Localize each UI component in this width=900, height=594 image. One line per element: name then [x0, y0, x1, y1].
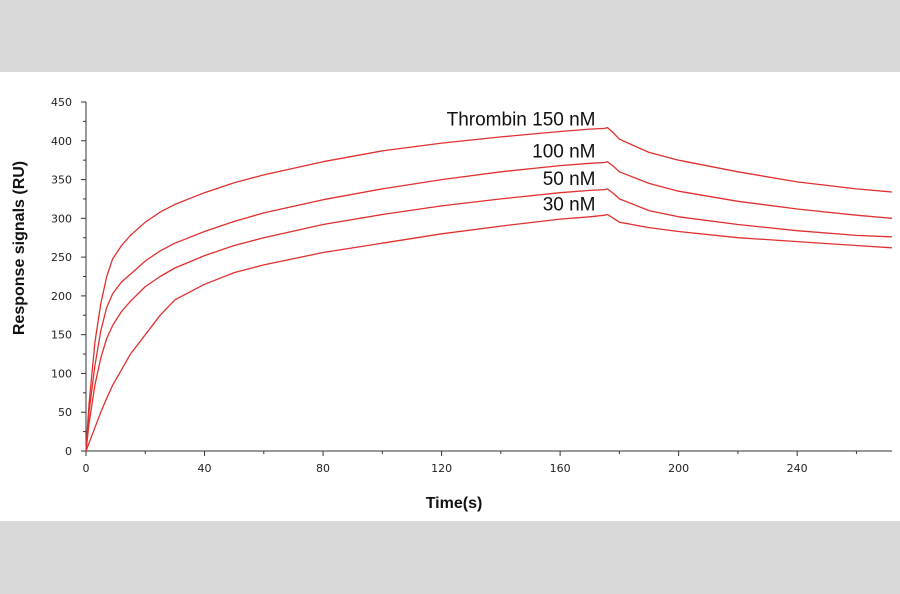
y-tick-label: 100	[51, 367, 72, 380]
x-tick-label: 200	[668, 462, 689, 475]
series-line-1	[85, 161, 893, 452]
y-tick-label: 450	[51, 96, 72, 109]
axes	[85, 102, 892, 452]
y-tick-label: 250	[51, 251, 72, 264]
y-tick-label: 50	[58, 406, 72, 419]
curve-labels: Thrombin 150 nM 100 nM 50 nM 30 nM	[447, 110, 596, 216]
series-label-1: 100 nM	[532, 142, 595, 163]
x-tick-label: 0	[83, 462, 90, 475]
chart-panel	[0, 72, 900, 521]
x-tick-label: 40	[198, 462, 212, 475]
x-axis-title: Time(s)	[426, 495, 483, 512]
x-tick-label: 120	[431, 462, 452, 475]
y-tick-label: 350	[51, 174, 72, 187]
series-label-3: 30 nM	[543, 194, 596, 215]
x-tick-label: 160	[550, 462, 571, 475]
y-tick-label: 300	[51, 212, 72, 225]
y-tick-label: 400	[51, 135, 72, 148]
x-tick-label: 240	[787, 462, 808, 475]
series-group	[85, 126, 893, 452]
series-line-3	[85, 213, 893, 452]
series-label-0: Thrombin 150 nM	[447, 110, 596, 131]
y-axis-title: Response signals (RU)	[11, 161, 28, 335]
series-line-0	[85, 126, 893, 452]
x-tick-label: 80	[316, 462, 330, 475]
y-tick-label: 150	[51, 329, 72, 342]
series-line-2	[85, 188, 893, 452]
y-tick-label: 200	[51, 290, 72, 303]
series-label-2: 50 nM	[543, 169, 596, 190]
y-tick-label: 0	[65, 445, 72, 458]
ticks: 0 50 100 150 200 250 300 350 400 450 0 40 80 120 160 20…	[51, 96, 857, 475]
